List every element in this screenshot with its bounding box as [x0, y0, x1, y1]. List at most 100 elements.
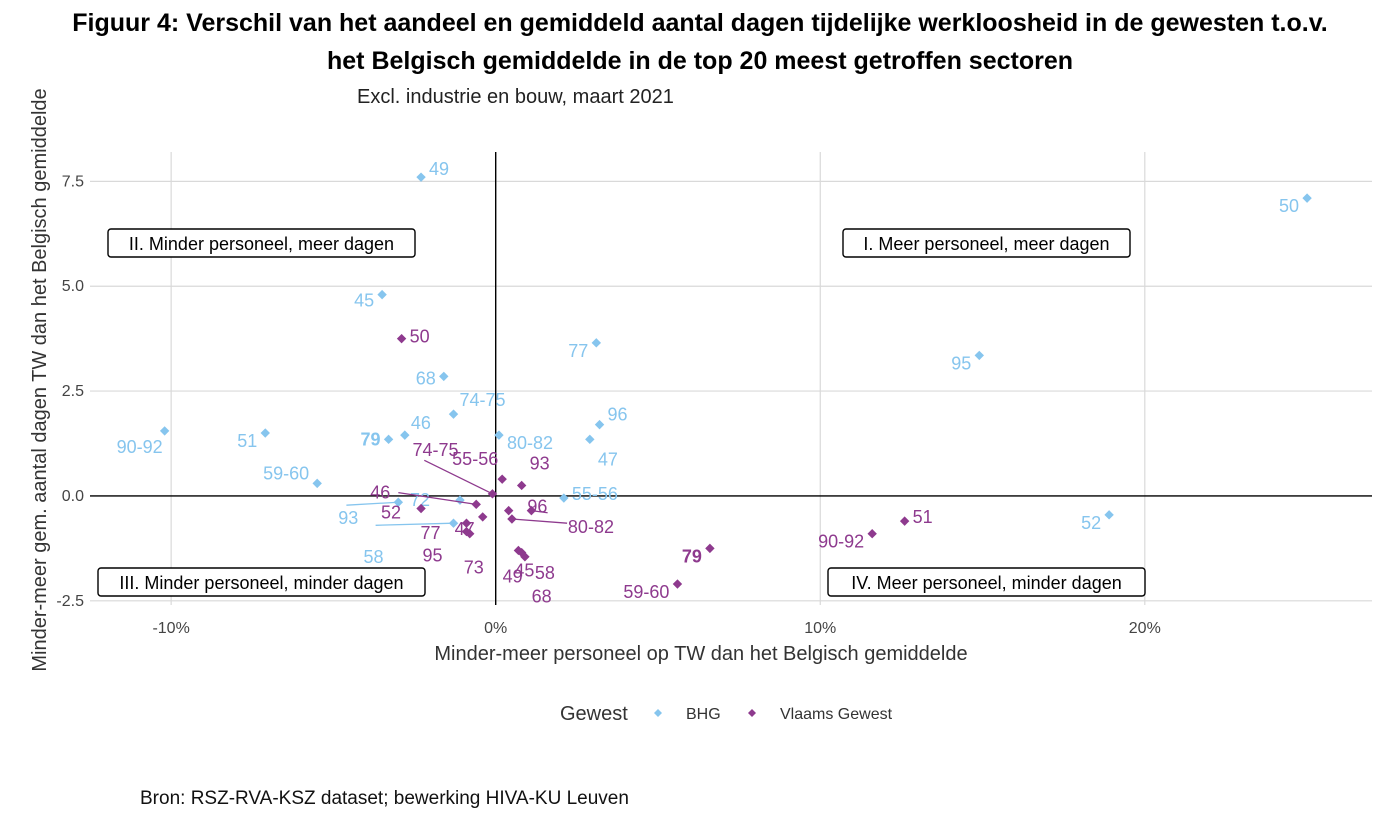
data-point: [377, 289, 387, 300]
data-point: [260, 428, 270, 438]
legend-title: Gewest: [560, 703, 628, 725]
data-point-label: 74-75: [460, 390, 506, 410]
y-tick-label: 7.5: [62, 173, 84, 190]
y-tick-label: 2.5: [62, 383, 84, 400]
quadrant-label-box: [97, 567, 426, 597]
data-point: [507, 514, 517, 524]
data-point-label: 95: [422, 546, 442, 566]
data-point: [396, 333, 407, 344]
quadrant-label-1: I. Meer personeel, meer dagen: [842, 228, 1131, 258]
data-point: [585, 434, 595, 445]
data-point-label: 77: [420, 523, 440, 543]
data-point-label: 73: [464, 558, 484, 578]
data-point-label: 93: [338, 508, 358, 528]
quadrant-label-text: II. Minder personeel, meer dagen: [129, 234, 394, 254]
chart-title-line-2: het Belgisch gemiddelde in de top 20 mee…: [327, 47, 1073, 75]
data-point-label: 77: [568, 341, 588, 361]
x-tick-label: 10%: [804, 620, 836, 637]
data-point-label: 51: [237, 431, 257, 451]
data-point: [867, 528, 877, 539]
data-point-label: 80-82: [568, 517, 614, 537]
data-point: [312, 478, 322, 489]
data-point: [1104, 510, 1114, 520]
data-point: [1302, 193, 1312, 203]
data-point-label: 51: [913, 507, 933, 527]
chart-title-line-1: Figuur 4: Verschil van het aandeel en ge…: [72, 9, 1328, 37]
data-point-label: 55-56: [572, 484, 618, 504]
y-tick-label: 5.0: [62, 278, 84, 295]
data-point-label: 50: [410, 327, 430, 347]
quadrant-label-box: [842, 228, 1131, 258]
data-point-label: 96: [608, 405, 628, 425]
data-point-label: 52: [381, 503, 401, 523]
data-point-label: 68: [416, 368, 436, 388]
legend-label: BHG: [686, 706, 721, 723]
data-point: [465, 528, 475, 539]
data-point: [526, 505, 537, 516]
data-point-label: 58: [535, 563, 555, 583]
data-point: [559, 493, 569, 503]
chart-subtitle: Excl. industrie en bouw, maart 2021: [357, 86, 674, 108]
y-tick-label: -2.5: [56, 593, 84, 610]
quadrant-label-text: III. Minder personeel, minder dagen: [119, 573, 403, 593]
legend-swatch: [748, 709, 756, 717]
data-point-label: 96: [527, 497, 547, 517]
quadrant-label-text: I. Meer personeel, meer dagen: [863, 234, 1109, 254]
data-point: [416, 503, 426, 514]
data-point: [672, 579, 683, 589]
data-point: [516, 480, 527, 491]
y-tick-label: 0.0: [62, 488, 84, 505]
legend-label: Vlaams Gewest: [780, 706, 893, 723]
data-point: [497, 474, 507, 484]
data-point: [516, 547, 527, 558]
data-point-label: 90-92: [818, 532, 864, 552]
x-tick-label: -10%: [152, 620, 189, 637]
quadrant-label-box: [107, 228, 416, 258]
data-point: [974, 350, 984, 361]
leader-line: [398, 491, 477, 505]
data-point-label: 46: [370, 482, 390, 502]
data-point-label: 49: [503, 567, 523, 587]
data-point: [471, 499, 481, 510]
data-point-label: 46: [411, 413, 431, 433]
data-point: [455, 495, 465, 505]
data-point-label: 93: [530, 453, 550, 473]
data-point: [400, 430, 410, 440]
series-bhg: 49 50 45 77 95 68 74-75 96 90-92 51 46 80-82 79 47 59-…: [117, 159, 1312, 567]
data-point-label: 80-82: [507, 433, 553, 453]
data-point-label: 95: [951, 353, 971, 373]
data-point: [705, 543, 715, 554]
leader-line: [346, 501, 399, 506]
chart-title: Figuur 4: Verschil van het aandeel en ge…: [0, 4, 1400, 80]
data-point: [487, 489, 498, 499]
data-point-label: 68: [532, 587, 552, 607]
data-point-label: 45: [354, 291, 374, 311]
data-point-label: 49: [429, 159, 449, 179]
y-axis-title: Minder-meer gem. aantal dagen TW dan het…: [29, 88, 51, 671]
data-point-label: 50: [1279, 196, 1299, 216]
quadrant-label-2: II. Minder personeel, meer dagen: [107, 228, 416, 258]
data-point: [503, 505, 514, 516]
quadrant-label-text: IV. Meer personeel, minder dagen: [851, 573, 1122, 593]
data-point: [393, 497, 404, 507]
data-point-label: 59-60: [623, 582, 669, 602]
legend-swatch: [654, 709, 662, 717]
data-point: [448, 409, 459, 419]
data-point: [494, 430, 504, 440]
leader-line: [511, 518, 568, 524]
data-point: [159, 426, 170, 436]
data-point: [591, 338, 602, 348]
data-point-label: 79: [682, 546, 702, 566]
source-note: Bron: RSZ-RVA-KSZ dataset; bewerking HIV…: [140, 788, 629, 809]
data-point: [478, 512, 488, 522]
leader-line: [375, 522, 454, 526]
legend: Gewest BHG Vlaams Gewest: [560, 703, 893, 725]
data-point: [383, 434, 394, 445]
data-point-label: 58: [363, 547, 383, 567]
x-tick-label: 20%: [1129, 620, 1161, 637]
scatter-plot: -10% 0% 10% 20% -2.5 0.0 2.5 5.0 7.5 Minder-meer …: [29, 88, 1372, 725]
x-tick-label: 0%: [484, 620, 507, 637]
leader-line: [424, 459, 493, 495]
data-point-label: 59-60: [263, 463, 309, 483]
data-point-label: 55-56: [452, 449, 498, 469]
